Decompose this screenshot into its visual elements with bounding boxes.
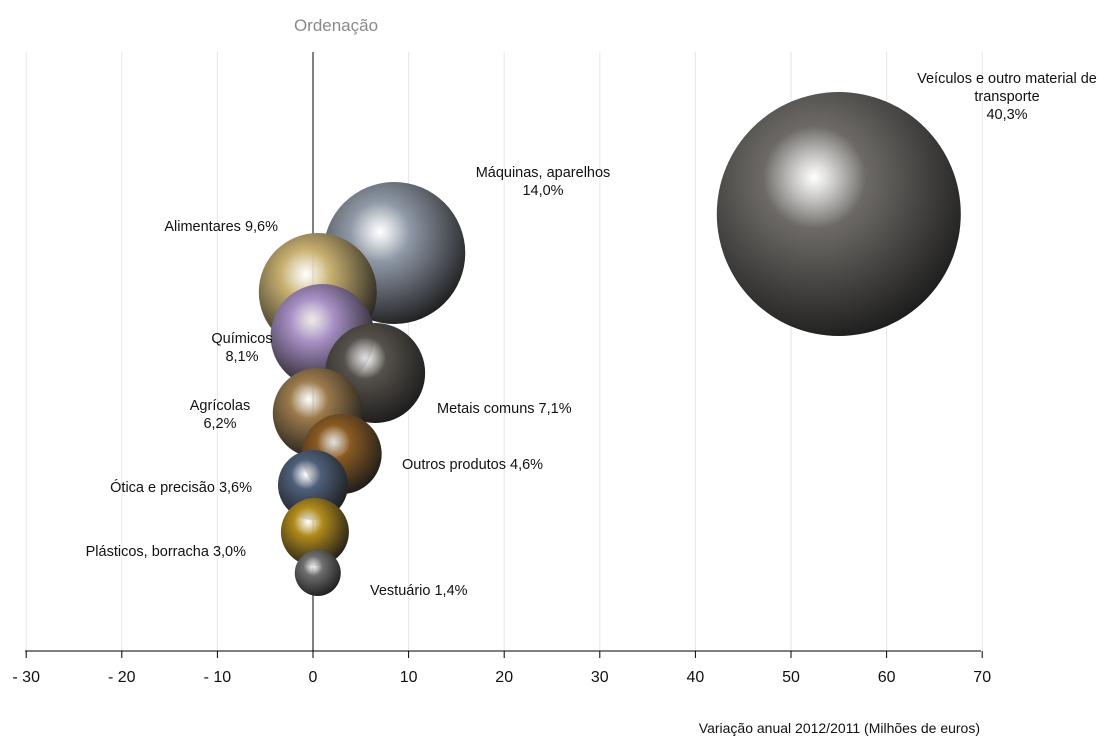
x-tick-label: 0	[309, 669, 318, 686]
x-tick-label: 10	[400, 669, 418, 686]
x-tick-label: - 10	[204, 669, 232, 686]
bubble-label: Máquinas, aparelhos 14,0%	[476, 165, 611, 199]
x-tick-label: 50	[782, 669, 800, 686]
bubble-label: Metais comuns 7,1%	[437, 401, 572, 417]
bubble-label: Plásticos, borracha 3,0%	[86, 544, 246, 560]
x-tick-label: 60	[878, 669, 896, 686]
bubble	[280, 498, 349, 566]
x-tick-labels: - 30 - 20 - 10 0 10 20 30 40 50 60 70	[12, 651, 991, 686]
bubble	[294, 550, 341, 596]
x-tick-label: 40	[687, 669, 705, 686]
bubble	[716, 92, 961, 336]
bubble-label: Agrícolas 6,2%	[190, 398, 250, 432]
bubble-label: Químicos 8,1%	[211, 331, 272, 365]
bubble-label: Veículos e outro material de transporte 40…	[917, 71, 1097, 123]
bubbles	[258, 92, 961, 596]
bubble-label: Ótica e precisão 3,6%	[110, 479, 252, 496]
x-axis-label: Variação anual 2012/2011 (Milhões de eur…	[699, 720, 980, 736]
bubble-labels: Veículos e outro material de transporte 40…	[86, 71, 1097, 599]
x-tick-label: 30	[591, 669, 609, 686]
bubble-label: Vestuário 1,4%	[370, 583, 468, 599]
chart-title: Ordenação	[294, 16, 378, 35]
bubble-label: Alimentares 9,6%	[164, 219, 278, 235]
x-tick-label: - 20	[108, 669, 136, 686]
grid-lines	[25, 52, 983, 651]
x-tick-label: - 30	[12, 669, 40, 686]
x-tick-label: 20	[495, 669, 513, 686]
bubble-label: Outros produtos 4,6%	[402, 457, 543, 473]
x-tick-label: 70	[973, 669, 991, 686]
